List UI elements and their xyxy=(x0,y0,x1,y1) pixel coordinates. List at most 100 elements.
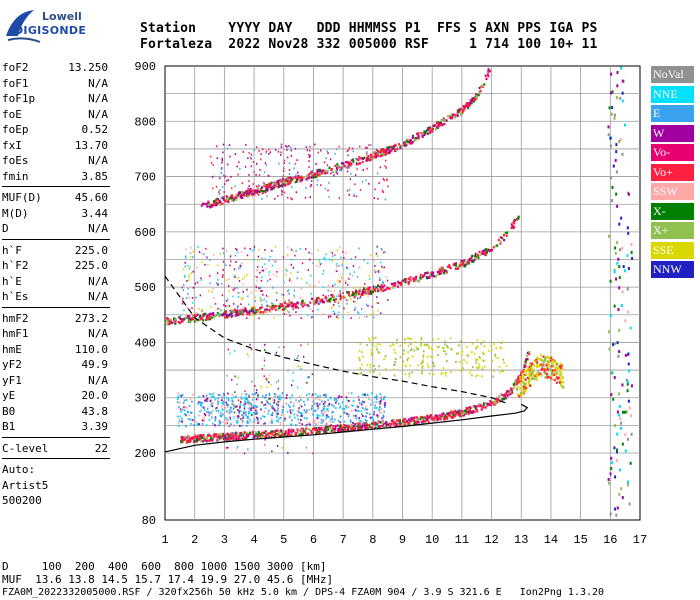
echo-point xyxy=(536,357,539,360)
echo-point xyxy=(180,410,182,413)
echo-point xyxy=(248,407,251,410)
echo-point xyxy=(615,170,618,174)
echo-point xyxy=(281,308,284,311)
echo-point xyxy=(375,345,377,348)
echo-point xyxy=(306,417,308,420)
echo-point xyxy=(194,440,197,443)
x-tick-label: 1 xyxy=(161,533,168,547)
echo-point xyxy=(311,373,314,376)
echo-point xyxy=(495,347,498,350)
echo-point xyxy=(377,255,379,257)
echo-point xyxy=(330,307,333,310)
echo-point xyxy=(320,409,323,412)
echo-point xyxy=(322,402,325,405)
echo-point xyxy=(338,427,341,431)
echo-point xyxy=(253,190,256,193)
echo-point xyxy=(430,273,433,276)
echo-point xyxy=(407,337,409,340)
echo-point xyxy=(558,381,561,384)
echo-point xyxy=(248,313,251,316)
echo-point xyxy=(420,362,423,365)
param-separator xyxy=(2,238,110,240)
echo-point xyxy=(342,429,345,432)
echo-point xyxy=(522,374,525,377)
echo-point xyxy=(270,181,273,185)
echo-point xyxy=(360,420,362,423)
echo-point xyxy=(335,148,338,150)
echo-point xyxy=(351,291,354,294)
echo-point xyxy=(314,303,316,306)
echo-point xyxy=(413,279,416,283)
echo-point xyxy=(423,274,426,277)
echo-point xyxy=(211,393,214,396)
echo-point xyxy=(459,107,462,111)
echo-point xyxy=(316,297,319,300)
echo-point xyxy=(611,461,614,465)
echo-point xyxy=(409,276,412,279)
echo-point xyxy=(264,422,266,425)
echo-point xyxy=(521,386,524,390)
echo-point xyxy=(186,280,188,282)
echo-point xyxy=(249,431,252,434)
echo-point xyxy=(233,289,235,292)
echo-point xyxy=(193,320,196,323)
echo-point xyxy=(302,355,305,358)
echo-point xyxy=(305,446,308,449)
echo-point xyxy=(237,419,239,422)
echo-point xyxy=(250,291,253,294)
echo-point xyxy=(383,266,386,269)
legend-item-x-: X+ xyxy=(651,222,694,239)
echo-point xyxy=(250,420,252,423)
echo-point xyxy=(482,403,485,407)
echo-point xyxy=(349,294,352,298)
echo-point xyxy=(299,398,302,401)
echo-point xyxy=(530,377,533,381)
echo-point xyxy=(496,398,499,402)
echo-point xyxy=(478,86,481,90)
echo-point xyxy=(194,297,196,300)
x-tick-label: 14 xyxy=(544,533,558,547)
echo-point xyxy=(615,277,618,281)
echo-point xyxy=(330,168,333,172)
echo-point xyxy=(553,373,556,376)
echo-point xyxy=(192,436,195,439)
echo-point xyxy=(293,294,295,297)
echo-point xyxy=(227,284,230,287)
echo-point xyxy=(551,378,554,381)
echo-point xyxy=(241,311,243,313)
echo-point xyxy=(616,204,619,208)
echo-point xyxy=(377,288,380,291)
echo-point xyxy=(236,193,239,197)
echo-point xyxy=(428,126,431,129)
echo-point xyxy=(293,167,295,170)
echo-point xyxy=(386,146,389,149)
echo-point xyxy=(507,390,510,393)
echo-point xyxy=(334,425,337,428)
echo-point xyxy=(261,367,264,370)
echo-point xyxy=(195,438,198,441)
echo-point xyxy=(336,400,338,403)
echo-point xyxy=(168,320,171,323)
echo-point xyxy=(317,173,320,176)
echo-point xyxy=(290,248,293,251)
echo-point xyxy=(289,397,292,400)
echo-point xyxy=(318,297,321,300)
echo-point xyxy=(281,189,283,192)
echo-point xyxy=(494,402,497,405)
echo-point xyxy=(284,179,287,182)
echo-point xyxy=(433,365,436,368)
echo-point xyxy=(210,411,213,414)
echo-point xyxy=(484,74,487,77)
echo-point xyxy=(439,269,442,272)
echo-point xyxy=(450,410,453,413)
echo-point xyxy=(370,353,373,356)
echo-point xyxy=(476,345,479,348)
echo-point xyxy=(188,279,190,282)
echo-point xyxy=(178,425,180,428)
echo-point xyxy=(463,107,466,110)
echo-point xyxy=(277,308,280,311)
echo-point xyxy=(253,311,256,315)
echo-point xyxy=(349,420,352,423)
echo-point xyxy=(540,363,543,366)
echo-point xyxy=(370,153,373,156)
